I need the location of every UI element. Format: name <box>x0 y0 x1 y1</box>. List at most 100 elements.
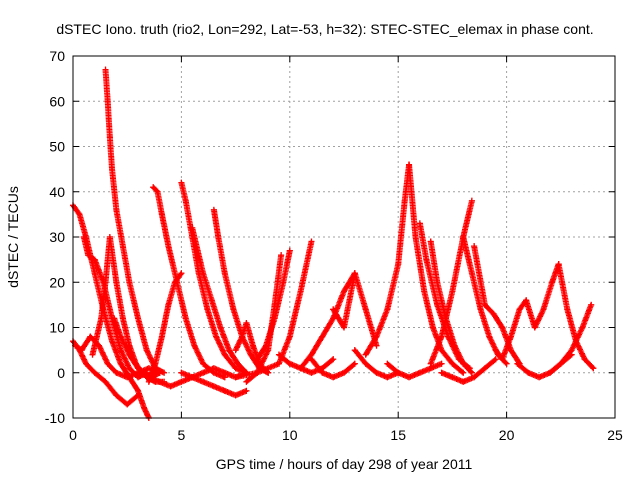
data-point <box>191 342 198 349</box>
data-point <box>243 319 250 326</box>
y-tick-label: 30 <box>49 229 65 245</box>
series-11 <box>178 179 250 376</box>
y-axis-label: dSTEC / TECUs <box>5 186 21 288</box>
data-point <box>178 179 185 186</box>
data-point <box>232 374 239 381</box>
data-point <box>104 360 111 367</box>
data-point <box>113 279 120 286</box>
series-22 <box>330 270 380 349</box>
data-point <box>87 333 94 340</box>
y-tick-label: -10 <box>45 410 65 426</box>
data-point <box>135 365 142 372</box>
x-axis-label: GPS time / hours of day 298 of year 2011 <box>216 456 473 472</box>
series-10 <box>145 365 250 390</box>
data-point <box>330 374 337 381</box>
x-tick-label: 20 <box>499 427 515 443</box>
data-point <box>468 369 475 376</box>
data-point <box>126 351 133 358</box>
data-point <box>182 315 189 322</box>
data-point <box>200 378 207 385</box>
data-point <box>265 369 272 376</box>
data-point <box>341 324 347 331</box>
data-point <box>109 338 116 345</box>
data-point <box>373 333 380 340</box>
data-point <box>516 306 523 313</box>
data-point <box>91 270 98 277</box>
data-point <box>221 387 228 394</box>
data-point <box>117 360 124 367</box>
data-point <box>362 360 369 367</box>
data-point <box>540 306 547 313</box>
data-point <box>104 98 111 105</box>
data-point <box>113 369 120 376</box>
data-point <box>341 369 347 376</box>
data-point <box>308 369 315 376</box>
data-point <box>189 374 196 381</box>
data-point <box>460 378 467 385</box>
data-point <box>330 315 337 322</box>
data-point <box>434 279 441 286</box>
data-point <box>158 211 165 218</box>
data-point <box>451 342 458 349</box>
data-point <box>429 324 436 331</box>
data-point <box>557 360 564 367</box>
y-tick-label: 10 <box>49 320 65 336</box>
data-point <box>152 360 159 367</box>
data-point <box>319 333 326 340</box>
data-point <box>468 197 475 204</box>
data-point <box>564 306 571 313</box>
x-tick-labels: 0 5 10 15 20 25 <box>69 427 623 443</box>
data-point <box>373 369 380 376</box>
data-point <box>406 161 413 168</box>
data-point <box>265 347 272 354</box>
data-point <box>85 252 92 259</box>
data-point <box>427 360 434 367</box>
data-point <box>182 197 189 204</box>
data-point <box>200 369 207 376</box>
data-point <box>230 306 237 313</box>
data-point <box>102 279 109 286</box>
data-point <box>384 306 391 313</box>
data-point <box>536 374 543 381</box>
data-point <box>286 247 293 254</box>
data-point <box>141 405 148 412</box>
data-point <box>525 369 532 376</box>
data-point <box>568 347 575 354</box>
data-point <box>158 333 165 340</box>
data-point <box>200 360 207 367</box>
data-point <box>113 206 120 213</box>
data-point <box>113 392 120 399</box>
series-20 <box>297 270 358 372</box>
data-point <box>213 333 220 340</box>
data-point <box>178 270 185 277</box>
data-point <box>91 256 98 263</box>
data-point <box>319 369 326 376</box>
data-point <box>341 288 347 295</box>
data-point <box>226 347 233 354</box>
data-point <box>232 365 239 372</box>
data-point <box>438 360 445 367</box>
data-point <box>286 360 293 367</box>
data-point <box>477 306 484 313</box>
data-point <box>78 347 85 354</box>
data-point <box>499 356 506 363</box>
data-point <box>150 184 157 191</box>
data-point <box>145 365 152 372</box>
data-point <box>178 369 185 376</box>
data-point <box>111 315 118 322</box>
data-point <box>275 351 282 358</box>
data-point <box>384 374 391 381</box>
data-point <box>449 360 456 367</box>
data-point <box>126 365 133 372</box>
data-point <box>221 351 228 358</box>
y-tick-label: 50 <box>49 139 65 155</box>
data-point <box>204 306 211 313</box>
data-point <box>249 342 256 349</box>
series-12 <box>189 224 250 376</box>
data-point <box>481 301 488 308</box>
data-point <box>167 383 174 390</box>
series-25 <box>406 161 467 376</box>
data-point <box>373 342 380 349</box>
data-point <box>330 306 337 313</box>
